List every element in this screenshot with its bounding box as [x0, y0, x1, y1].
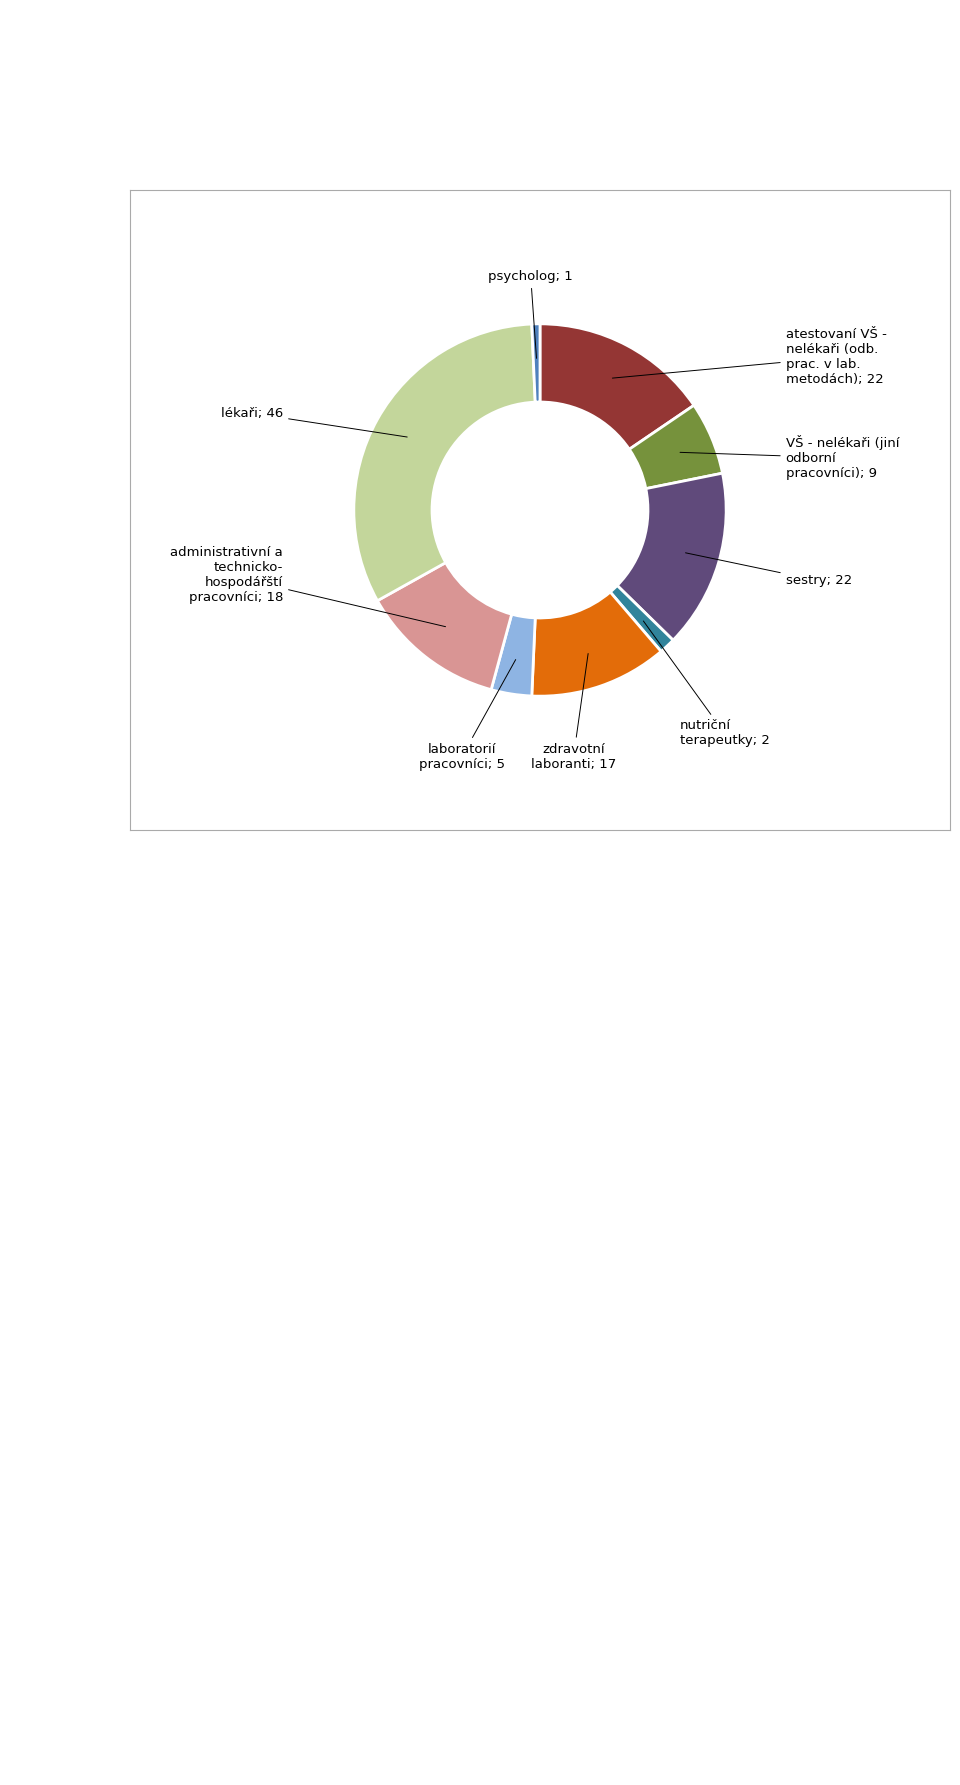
Wedge shape [629, 405, 723, 489]
Wedge shape [377, 562, 512, 689]
Text: VŠ - nelékaři (jiní
odborní
pracovníci); 9: VŠ - nelékaři (jiní odborní pracovníci);… [680, 436, 900, 480]
Text: psycholog; 1: psycholog; 1 [489, 270, 573, 359]
Text: zdravotní
laboranti; 17: zdravotní laboranti; 17 [531, 653, 616, 771]
Wedge shape [617, 473, 726, 641]
Wedge shape [492, 614, 536, 696]
Text: nutriční
terapeutky; 2: nutriční terapeutky; 2 [643, 621, 770, 748]
Wedge shape [354, 325, 536, 602]
Wedge shape [611, 585, 673, 652]
Wedge shape [532, 323, 540, 402]
Text: atestovaní VŠ -
nelékaři (odb.
prac. v lab.
metodách); 22: atestovaní VŠ - nelékaři (odb. prac. v l… [612, 328, 887, 386]
Text: lékaři; 46: lékaři; 46 [221, 407, 407, 437]
Text: sestry; 22: sestry; 22 [685, 553, 852, 587]
Text: administrativní a
technicko-
hospodářští
pracovníci; 18: administrativní a technicko- hospodářští… [170, 546, 445, 627]
Wedge shape [540, 323, 694, 450]
Text: laboratorií
pracovníci; 5: laboratorií pracovníci; 5 [419, 660, 516, 771]
Wedge shape [532, 593, 661, 696]
